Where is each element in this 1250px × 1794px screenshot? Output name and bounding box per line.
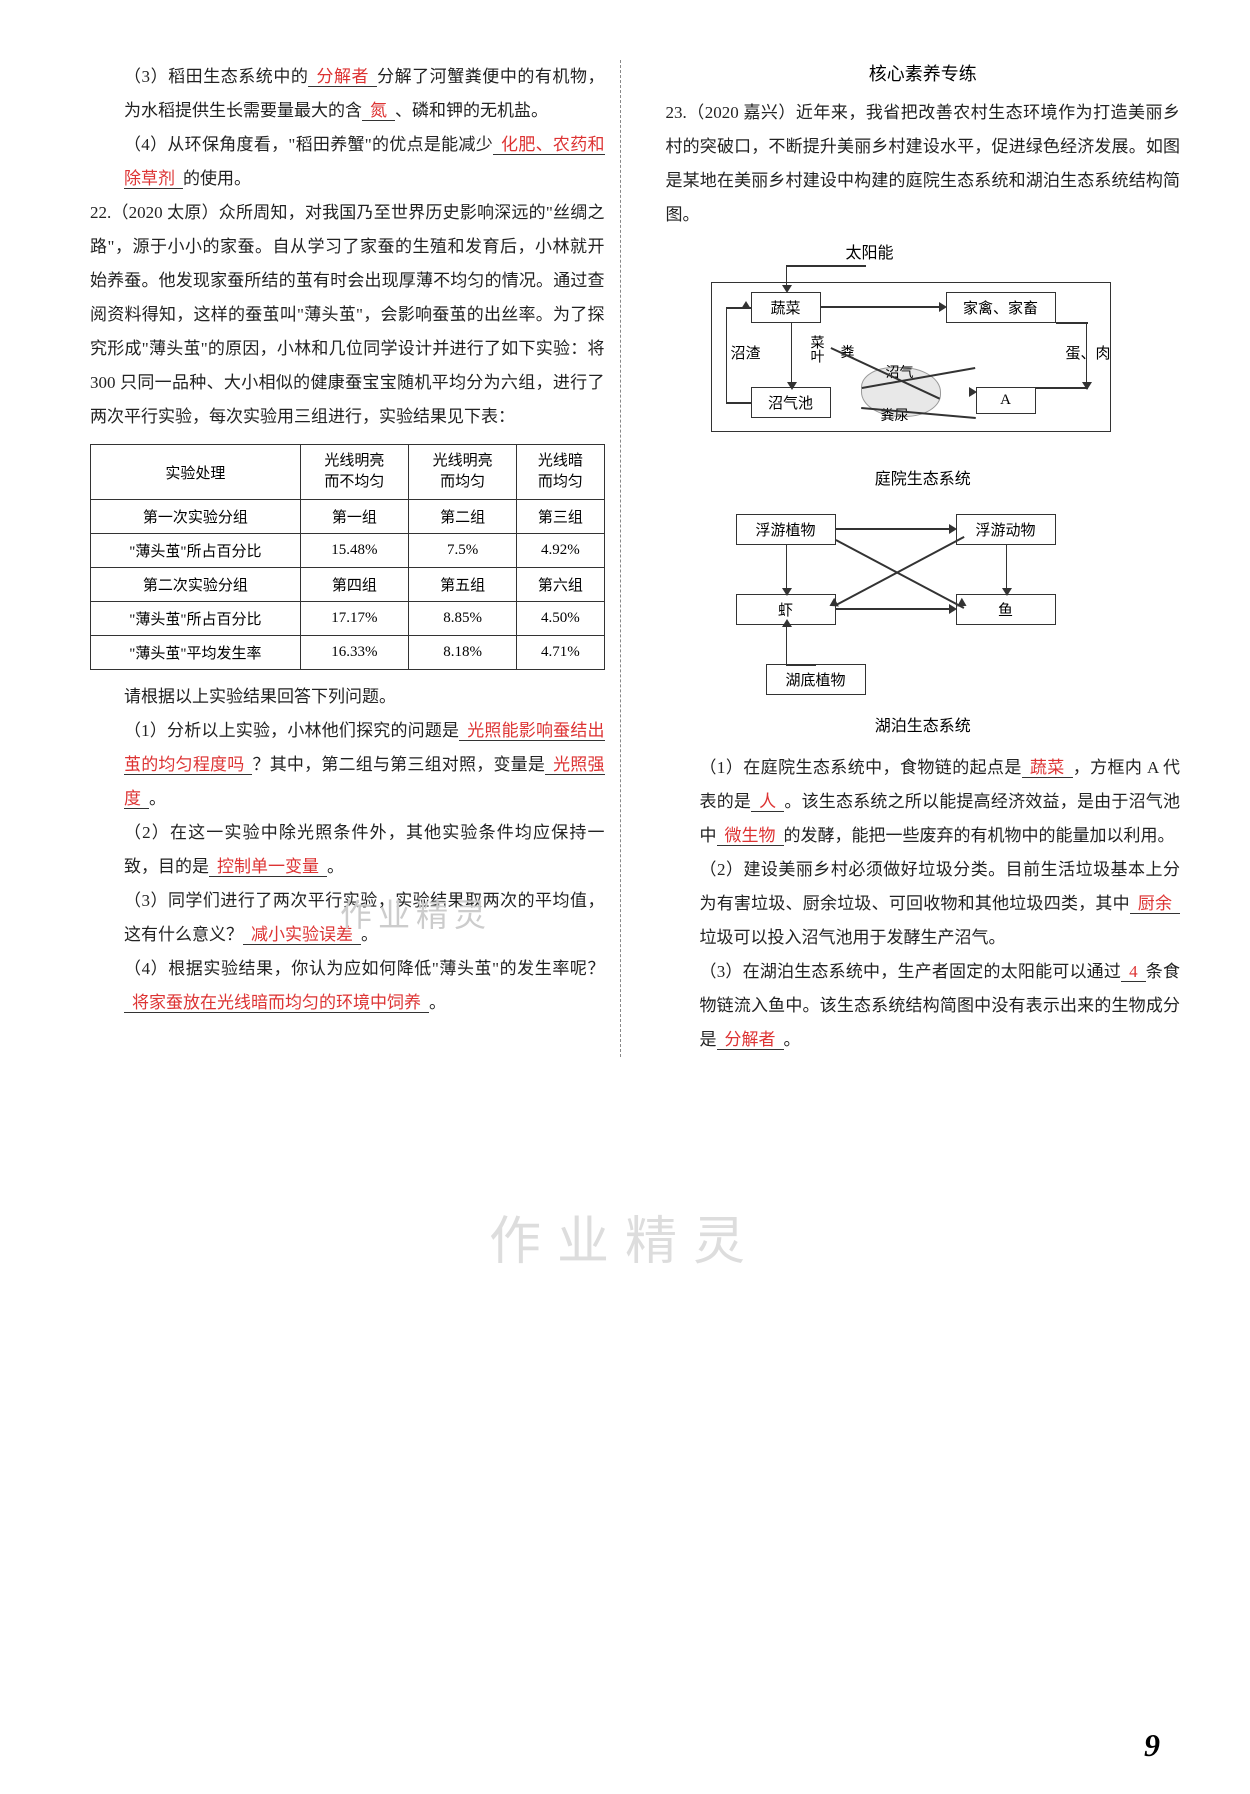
box-a: A [976, 387, 1036, 414]
box-fish: 鱼 [956, 594, 1056, 625]
section-title: 核心素养专练 [666, 60, 1181, 86]
q23-sub1-answer3: 微生物 [717, 826, 784, 846]
header-col4: 光线暗 而均匀 [517, 445, 604, 500]
header-col1: 实验处理 [91, 445, 301, 500]
left-column: （3）稻田生态系统中的分解者分解了河蟹粪便中的有机物，为水稻提供生长需要量最大的… [90, 60, 621, 1057]
box-plankton: 浮游植物 [736, 514, 836, 545]
q22-intro: 22.（2020 太原）众所周知，对我国乃至世界历史影响深远的"丝绸之路"，源于… [90, 196, 605, 434]
q3-answer2: 氮 [362, 101, 395, 121]
right-column: 核心素养专练 23.（2020 嘉兴）近年来，我省把改善农村生态环境作为打造美丽… [651, 60, 1181, 1057]
q23-sub2-answer: 厨余 [1130, 894, 1180, 914]
table-row: "薄头茧"所占百分比 17.17% 8.85% 4.50% [91, 602, 605, 636]
diagram1-label: 庭院生态系统 [666, 465, 1181, 489]
q22-sub4-answer: 将家蚕放在光线暗而均匀的环境中饲养 [124, 993, 429, 1013]
q22-sub4: （4）根据实验结果，你认为应如何降低"薄头茧"的发生率呢？将家蚕放在光线暗而均匀… [90, 952, 605, 1020]
q4-text: （4）从环保角度看，"稻田养蟹"的优点是能减少化肥、农药和除草剂的使用。 [90, 128, 605, 196]
label-eggmeat: 蛋、肉 [1066, 342, 1111, 363]
q3-text: （3）稻田生态系统中的分解者分解了河蟹粪便中的有机物，为水稻提供生长需要量最大的… [90, 60, 605, 128]
q23-num: 23. [666, 103, 687, 122]
q22-sub3: （3）同学们进行了两次平行实验，实验结果取两次的平均值，这有什么意义？减小实验误… [90, 884, 605, 952]
q3-answer1: 分解者 [308, 67, 377, 87]
q22-num: 22. [90, 203, 111, 222]
table-row: "薄头茧"平均发生率 16.33% 8.18% 4.71% [91, 636, 605, 670]
q23-intro: 23.（2020 嘉兴）近年来，我省把改善农村生态环境作为打造美丽乡村的突破口，… [666, 96, 1181, 232]
table-row: 第二次实验分组 第四组 第五组 第六组 [91, 568, 605, 602]
diagram2-label: 湖泊生态系统 [666, 712, 1181, 736]
experiment-table: 实验处理 光线明亮 而不均匀 光线明亮 而均匀 光线暗 而均匀 第一次实验分组 … [90, 444, 605, 670]
q22-sub3-answer: 减小实验误差 [243, 925, 361, 945]
table-header-row: 实验处理 光线明亮 而不均匀 光线明亮 而均匀 光线暗 而均匀 [91, 445, 605, 500]
q22-sub1: （1）分析以上实验，小林他们探究的问题是光照能影响蚕结出茧的均匀程度吗？其中，第… [90, 714, 605, 816]
box-biogas: 沼气池 [751, 387, 831, 418]
q23-sub1: （1）在庭院生态系统中，食物链的起点是蔬菜，方框内 A 代表的是人。该生态系统之… [666, 751, 1181, 853]
box-benthic: 湖底植物 [766, 664, 866, 695]
table-row: "薄头茧"所占百分比 15.48% 7.5% 4.92% [91, 534, 605, 568]
watermark: 作业精灵 [489, 1199, 761, 1274]
table-row: 第一次实验分组 第一组 第二组 第三组 [91, 500, 605, 534]
box-vegetables: 蔬菜 [751, 292, 821, 323]
courtyard-diagram: 太阳能 蔬菜 家禽、家畜 沼气池 A 沼渣 菜叶 粪 沼气 [666, 247, 1181, 489]
label-manure2: 粪尿 [881, 405, 909, 425]
q23-sub1-answer2: 人 [751, 792, 784, 812]
page-content: （3）稻田生态系统中的分解者分解了河蟹粪便中的有机物，为水稻提供生长需要量最大的… [90, 60, 1180, 1057]
q23-sub2: （2）建设美丽乡村必须做好垃圾分类。目前生活垃圾基本上分为有害垃圾、厨余垃圾、可… [666, 853, 1181, 955]
label-residue: 沼渣 [731, 342, 761, 363]
q23-sub3-answer1: 4 [1121, 962, 1146, 982]
lake-diagram: 浮游植物 浮游动物 虾 鱼 湖底植物 [666, 504, 1181, 736]
q22-prompt: 请根据以上实验结果回答下列问题。 [90, 680, 605, 714]
q22-sub2-answer: 控制单一变量 [209, 857, 327, 877]
q23-sub3-answer2: 分解者 [717, 1030, 784, 1050]
header-col3: 光线明亮 而均匀 [409, 445, 517, 500]
header-col2: 光线明亮 而不均匀 [300, 445, 408, 500]
box-zooplankton: 浮游动物 [956, 514, 1056, 545]
page-number: 9 [1144, 1727, 1160, 1764]
q23-sub1-answer1: 蔬菜 [1022, 758, 1073, 778]
q23-sub3: （3）在湖泊生态系统中，生产者固定的太阳能可以通过4条食物链流入鱼中。该生态系统… [666, 955, 1181, 1057]
label-leaves: 菜叶 [806, 335, 826, 363]
box-poultry: 家禽、家畜 [946, 292, 1056, 323]
q22-sub2: （2）在这一实验中除光照条件外，其他实验条件均应保持一致，目的是控制单一变量。 [90, 816, 605, 884]
